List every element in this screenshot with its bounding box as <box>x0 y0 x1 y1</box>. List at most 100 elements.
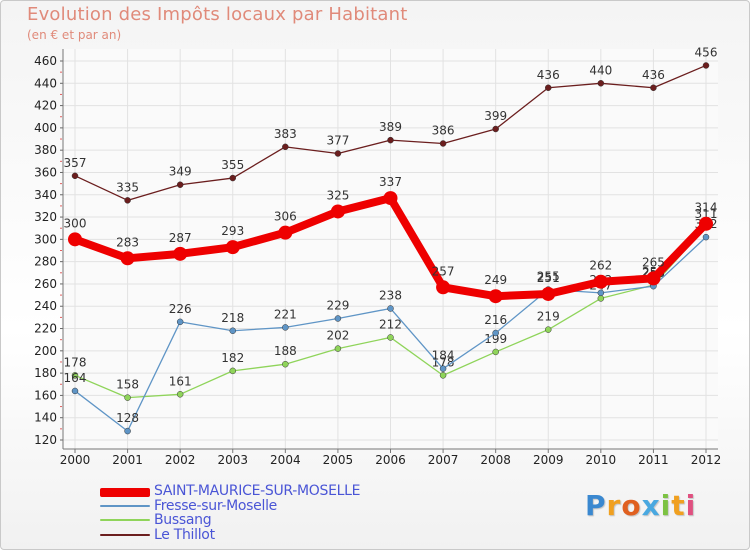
data-point <box>124 394 131 401</box>
data-point <box>702 233 710 241</box>
data-label: 337 <box>379 175 402 189</box>
data-label: 158 <box>116 378 139 392</box>
y-tick-label: 240 <box>34 299 57 313</box>
data-point <box>702 62 710 69</box>
line-chart: 120 140 160 180 200 220 240 260 280 300 320 340 360 3… <box>34 45 722 467</box>
data-label: 218 <box>221 311 244 325</box>
data-point <box>330 204 345 219</box>
y-tick-label: 140 <box>34 411 57 425</box>
y-tick-label: 380 <box>34 143 57 157</box>
data-point <box>229 174 236 182</box>
data-point <box>439 372 447 379</box>
logo-letter-1: r <box>606 489 622 522</box>
y-tick-label: 260 <box>34 277 57 291</box>
data-point <box>176 391 184 398</box>
data-point <box>282 143 289 151</box>
data-point <box>387 334 394 341</box>
y-tick-label: 180 <box>34 366 57 380</box>
chart-title: Evolution des Impôts locaux par Habitant <box>27 4 408 25</box>
data-point <box>120 251 135 266</box>
data-label: 178 <box>64 355 87 369</box>
data-label: 377 <box>326 134 349 148</box>
data-point <box>225 240 240 255</box>
data-label: 386 <box>432 123 455 137</box>
data-point <box>176 318 184 326</box>
data-point <box>541 286 556 301</box>
data-point <box>124 197 131 204</box>
data-label: 325 <box>326 188 349 202</box>
data-label: 257 <box>432 264 455 278</box>
y-tick-label: 440 <box>34 76 57 90</box>
y-tick-label: 300 <box>34 232 57 246</box>
data-label: 226 <box>169 302 192 316</box>
x-tick-label: 2003 <box>217 453 248 467</box>
data-point <box>492 348 499 356</box>
data-point <box>597 295 605 302</box>
data-point <box>439 140 447 147</box>
data-point <box>488 289 503 304</box>
y-tick-label: 120 <box>34 433 57 447</box>
legend-item-fresse: Fresse-sur-Moselle <box>100 497 420 514</box>
data-label: 456 <box>695 45 718 59</box>
data-point <box>282 360 289 368</box>
data-point <box>646 271 661 286</box>
data-label: 357 <box>64 156 87 170</box>
data-label: 306 <box>274 210 297 224</box>
data-point <box>545 326 552 333</box>
data-label: 255 <box>537 270 560 284</box>
legend-swatch-bussang <box>100 519 150 521</box>
data-label: 335 <box>116 180 139 194</box>
data-point <box>593 274 608 289</box>
y-tick-label: 360 <box>34 165 57 179</box>
legend-label-saint-maurice: SAINT-MAURICE-SUR-MOSELLE <box>154 483 361 499</box>
y-tick-label: 460 <box>34 54 57 68</box>
logo-letter-6: i <box>685 489 697 522</box>
logo-letter-3: x <box>641 489 661 522</box>
data-point <box>383 191 398 206</box>
data-point <box>229 327 236 335</box>
data-point <box>334 315 342 322</box>
data-point <box>597 289 605 297</box>
legend-label-le-thillot: Le Thillot <box>154 526 215 543</box>
x-tick-label: 2008 <box>480 453 511 467</box>
y-tick-label: 220 <box>34 322 57 336</box>
data-point <box>282 324 289 331</box>
data-label: 178 <box>432 355 455 369</box>
data-point <box>334 150 342 157</box>
x-tick-label: 2010 <box>586 453 617 467</box>
data-label: 238 <box>379 288 402 302</box>
legend-swatch-le-thillot <box>100 533 150 536</box>
legend-item-bussang: Bussang <box>100 512 420 528</box>
data-label: 287 <box>169 231 192 245</box>
data-label: 311 <box>695 207 718 221</box>
data-point <box>650 84 657 92</box>
data-point <box>71 172 79 180</box>
x-tick-label: 2012 <box>691 453 722 467</box>
data-label: 355 <box>221 158 244 172</box>
x-tick-label: 2011 <box>638 453 669 467</box>
data-label: 128 <box>116 411 139 425</box>
legend-swatch-fresse <box>100 504 150 507</box>
data-label: 199 <box>484 332 507 346</box>
data-point <box>71 387 79 395</box>
data-point <box>492 125 499 133</box>
data-label: 216 <box>484 313 507 327</box>
data-label: 221 <box>274 307 297 321</box>
data-point <box>387 136 394 144</box>
legend-swatch-saint-maurice <box>100 488 150 497</box>
data-point <box>436 280 451 295</box>
data-point <box>439 365 447 372</box>
y-tick-label: 320 <box>34 210 57 224</box>
y-tick-label: 340 <box>34 188 57 202</box>
data-label: 265 <box>642 255 665 269</box>
data-label: 184 <box>432 349 455 363</box>
y-tick-label: 400 <box>34 121 57 135</box>
logo-letter-2: o <box>621 489 642 522</box>
data-label: 440 <box>589 63 612 77</box>
legend-label-fresse: Fresse-sur-Moselle <box>154 497 277 514</box>
data-label: 383 <box>274 127 297 141</box>
data-label: 283 <box>116 235 139 249</box>
data-label: 161 <box>169 374 192 388</box>
x-tick-label: 2006 <box>375 453 406 467</box>
data-label: 202 <box>326 329 349 343</box>
